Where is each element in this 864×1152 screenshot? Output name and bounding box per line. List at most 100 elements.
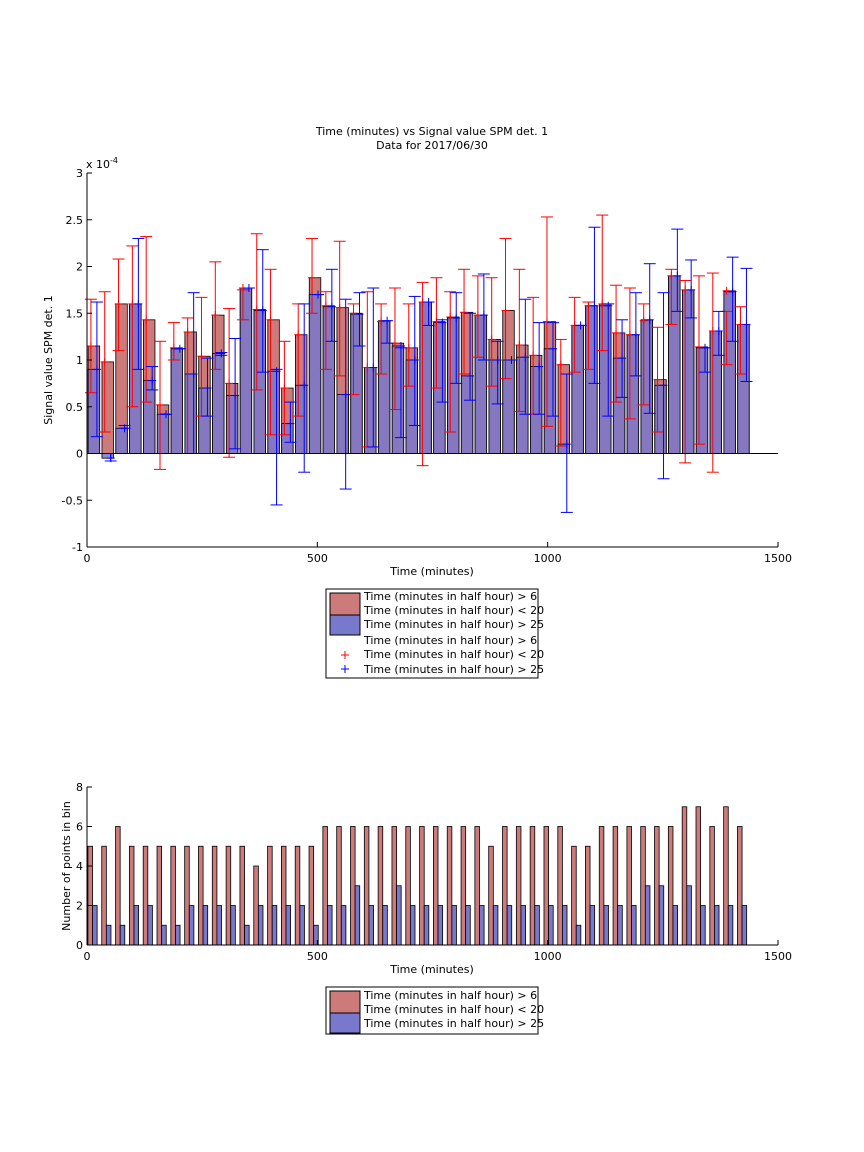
count-bar-red [446, 826, 453, 946]
signal-error-bar-blue [408, 295, 421, 426]
count-bar-blue [409, 905, 416, 946]
signal-error-bar-blue [712, 310, 725, 356]
count-bar-red [280, 845, 287, 946]
count-bar-red [612, 826, 619, 946]
signal-bar-blue [350, 313, 363, 454]
signal-error-bar-blue [546, 322, 559, 417]
signal-y-ticks: -1 -0.5 0 0.5 1 1.5 2 2.5 3 [62, 167, 92, 554]
signal-error-bar-blue [560, 373, 573, 513]
signal-legend: Time (minutes in half hour) > 6 Time (mi… [325, 588, 544, 679]
signal-error-bar-red [167, 322, 180, 361]
signal-error-bar-blue [215, 349, 228, 358]
count-legend-box [325, 986, 539, 1035]
count-bar-red [460, 826, 467, 946]
signal-bar-blue [488, 359, 501, 454]
signal-error-bar-blue [643, 263, 656, 414]
signal-error-bar-blue [173, 344, 186, 353]
signal-error-bar-blue [353, 292, 366, 347]
signal-legend-entry-4: Time (minutes in half hour) > 6 [363, 634, 537, 647]
signal-bar-blue [87, 368, 101, 454]
signal-error-bar-blue [146, 366, 159, 391]
signal-bar-blue [447, 317, 460, 454]
legend-red-plus-marker [341, 651, 349, 659]
signal-bar-blue [212, 353, 225, 454]
signal-error-bar-red [458, 268, 471, 375]
signal-error-bar-blue [685, 259, 698, 319]
signal-error-bar-blue [132, 237, 145, 370]
signal-error-bar-red [98, 291, 111, 433]
signal-error-bar-blue [298, 303, 311, 473]
signal-error-bar-blue [284, 401, 297, 443]
count-bar-blue [644, 885, 651, 946]
count-bar-blue [520, 905, 526, 946]
signal-y-tick-label: 1.5 [66, 307, 84, 320]
signal-error-bar-red [209, 261, 222, 370]
signal-bar-blue [626, 334, 640, 454]
signal-bar-blue [308, 294, 322, 454]
signal-bar-blue [281, 423, 294, 454]
signal-y-tick-label: 1 [76, 354, 83, 367]
count-bar-red [502, 826, 508, 946]
signal-error-bar-red [112, 258, 125, 352]
count-bar-red [322, 826, 328, 946]
count-bar-blue [133, 905, 140, 946]
count-bar-blue [727, 905, 734, 946]
signal-bar-blue [502, 359, 515, 454]
count-legend-entry-3: Time (minutes in half hour) > 25 [363, 1017, 544, 1030]
signal-bar-blue [585, 305, 598, 454]
count-bar-blue [534, 905, 540, 946]
figure-subtitle: Data for 2017/06/30 [376, 139, 488, 152]
signal-x-tick-label: 1500 [764, 552, 792, 565]
count-bar-red [225, 845, 232, 946]
signal-bar-blue [115, 427, 128, 454]
signal-y-tick-label: 0 [76, 448, 83, 461]
count-bar-blue [506, 905, 513, 946]
count-bar-blue [161, 924, 167, 946]
count-bar-blue [562, 905, 568, 946]
signal-bar-blue [516, 356, 529, 454]
count-bar-red [585, 845, 591, 946]
signal-bar-red [101, 361, 114, 454]
signal-bar-blue [364, 367, 377, 454]
legend-blue-plus-marker [341, 665, 349, 673]
count-legend: Time (minutes in half hour) > 6 Time (mi… [325, 986, 544, 1035]
count-bar-red [142, 845, 149, 946]
signal-error-bar-red [154, 340, 167, 470]
count-bar-red [128, 845, 135, 946]
signal-error-bar-blue [325, 268, 338, 342]
signal-bar-blue [156, 413, 170, 454]
signal-bar-blue [377, 320, 391, 454]
signal-bar-blue [322, 306, 336, 454]
signal-legend-entry-3: Time (minutes in half hour) > 25 [363, 618, 544, 631]
count-bar-blue [672, 905, 678, 946]
signal-error-bar-red [679, 280, 692, 464]
count-bar-blue [714, 905, 720, 946]
signal-bar-blue [737, 324, 750, 454]
signal-error-bar-red [250, 233, 263, 391]
count-bar-blue [368, 905, 374, 946]
count-bar-blue [230, 905, 236, 946]
count-bar-red [363, 826, 370, 946]
count-bar-red [377, 826, 384, 946]
signal-y-tick-label: 3 [76, 167, 83, 180]
signal-bar-blue [695, 347, 709, 454]
count-bar-blue [437, 905, 444, 946]
signal-bar-blue [239, 287, 253, 454]
count-bars [87, 806, 748, 946]
count-bar-red [211, 845, 218, 946]
signal-y-tick-label: -0.5 [62, 494, 83, 507]
signal-chart: -1-0.500.511.522.53 0 500 1000 1500 x 10-4 … [42, 156, 792, 578]
count-bar-blue [244, 924, 250, 946]
signal-y-tick-label: 2 [76, 261, 83, 274]
signal-x-tick-label: 0 [84, 552, 91, 565]
count-bar-blue [285, 905, 292, 946]
count-bar-blue [327, 905, 333, 946]
signal-bar-red [557, 364, 570, 454]
count-bar-blue [492, 905, 499, 946]
signal-error-bar-blue [381, 316, 394, 344]
signal-error-bar-blue [491, 340, 504, 405]
signal-error-bar-red [126, 245, 139, 408]
signal-error-bar-blue [118, 424, 131, 433]
signal-bar-blue [253, 310, 266, 454]
